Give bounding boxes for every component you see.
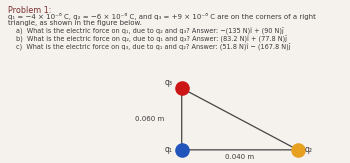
Point [179,87,184,89]
Text: q₁ = −4 × 10⁻⁶ C, q₂ = −6 × 10⁻⁶ C, and q₃ = +9 × 10⁻⁶ C are on the corners of a: q₁ = −4 × 10⁻⁶ C, q₂ = −6 × 10⁻⁶ C, and … [8,13,316,20]
Text: q₁: q₁ [164,145,173,154]
Text: b)  What is the electric force on q₂, due to q₁ and q₃? Answer: (83.2 N)î + (77.: b) What is the electric force on q₂, due… [16,35,287,43]
Text: q₂: q₂ [304,145,313,154]
Text: 0.060 m: 0.060 m [135,116,164,122]
Text: c)  What is the electric force on q₃, due to q₁ and q₂? Answer: (51.8 N)î − (167: c) What is the electric force on q₃, due… [16,43,290,51]
Text: 0.040 m: 0.040 m [225,154,254,160]
Point [179,148,184,151]
Text: q₃: q₃ [164,78,173,87]
Text: a)  What is the electric force on q₁, due to q₂ and q₃? Answer: −(135 N)î + (90 : a) What is the electric force on q₁, due… [16,27,284,35]
Text: Problem 1:: Problem 1: [8,6,51,15]
Point [295,148,301,151]
Text: triangle, as shown in the figure below.: triangle, as shown in the figure below. [8,20,142,26]
